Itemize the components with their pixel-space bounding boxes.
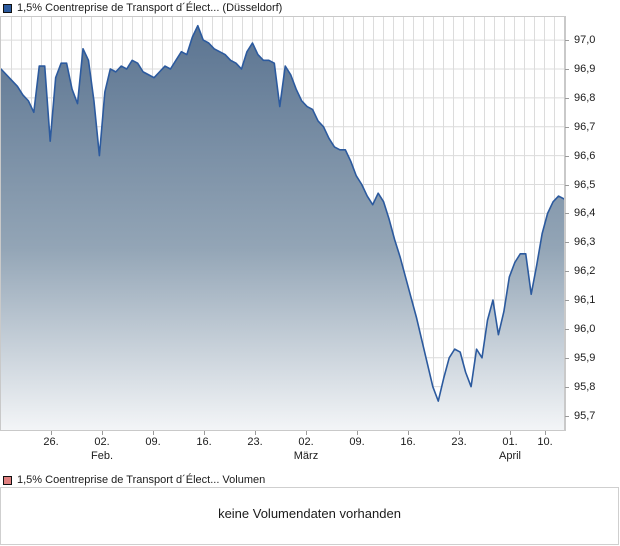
y-axis-tick xyxy=(565,155,569,157)
x-axis-month-label: März xyxy=(293,450,319,462)
price-series-color-swatch-icon xyxy=(3,3,12,13)
y-axis-tick xyxy=(565,97,569,99)
volume-series-color-swatch-icon xyxy=(3,475,12,485)
x-axis-month-label: April xyxy=(498,450,522,462)
y-axis-label: 96,7 xyxy=(574,120,596,133)
x-axis-tick xyxy=(51,431,52,435)
y-axis-tick xyxy=(565,126,569,128)
x-axis-label: 10. xyxy=(537,436,553,448)
volume-empty-message: keine Volumendaten vorhanden xyxy=(218,505,401,521)
y-axis: 97,0 96,9 96,8 96,7 96,6 96,5 96,4 96,3 96,2 96,1… xyxy=(565,16,620,431)
y-axis-label: 96,9 xyxy=(574,62,596,75)
y-axis-tick xyxy=(565,328,569,330)
x-axis-label: 02. xyxy=(94,436,110,448)
y-axis-label: 96,3 xyxy=(574,236,596,249)
y-axis-label: 96,8 xyxy=(574,91,596,104)
y-axis-tick xyxy=(565,386,569,388)
y-axis-label: 96,0 xyxy=(574,322,596,335)
x-axis-label: 09. xyxy=(145,436,161,448)
x-axis-label: 26. xyxy=(43,436,59,448)
y-axis-tick xyxy=(565,40,569,42)
x-axis-label: 09. xyxy=(349,436,365,448)
y-axis-tick xyxy=(565,271,569,273)
y-axis-label: 95,8 xyxy=(574,380,596,393)
x-axis-label: 23. xyxy=(247,436,263,448)
y-axis-tick xyxy=(565,242,569,244)
y-axis-label: 96,1 xyxy=(574,294,596,307)
legend-price[interactable]: 1,5% Coentreprise de Transport d´Élect..… xyxy=(0,1,282,15)
y-axis-tick xyxy=(565,300,569,302)
volume-chart-panel[interactable]: keine Volumendaten vorhanden xyxy=(0,487,619,545)
y-axis-label: 96,5 xyxy=(574,178,596,191)
legend-volume[interactable]: 1,5% Coentreprise de Transport d´Élect..… xyxy=(0,473,265,487)
y-axis-label: 96,6 xyxy=(574,149,596,162)
y-axis-tick xyxy=(565,415,569,417)
x-axis-tick xyxy=(255,431,256,435)
price-area-plot xyxy=(1,17,564,430)
x-axis-tick xyxy=(204,431,205,435)
x-axis: 26. 02. Feb. 09. 16. 23. 02. März 09. 16. 23. 01. Ap… xyxy=(0,431,565,465)
y-axis-tick xyxy=(565,184,569,186)
y-axis-tick xyxy=(565,68,569,70)
x-axis-label: 02. xyxy=(298,436,314,448)
price-chart-panel[interactable]: 97,0 96,9 96,8 96,7 96,6 96,5 96,4 96,3 96,2 96,1… xyxy=(0,16,619,431)
y-axis-line xyxy=(565,16,566,431)
x-axis-tick xyxy=(357,431,358,435)
y-axis-label: 95,9 xyxy=(574,351,596,364)
y-axis-label: 96,4 xyxy=(574,207,596,220)
y-axis-label: 96,2 xyxy=(574,265,596,278)
x-axis-label: 01. xyxy=(502,436,518,448)
price-line xyxy=(1,24,564,402)
price-plot-area[interactable] xyxy=(0,16,565,431)
x-axis-tick xyxy=(545,431,546,435)
x-axis-tick xyxy=(459,431,460,435)
y-axis-label: 95,7 xyxy=(574,409,596,422)
x-axis-tick xyxy=(408,431,409,435)
y-axis-tick xyxy=(565,213,569,215)
x-axis-tick xyxy=(510,431,511,435)
x-axis-label: 23. xyxy=(451,436,467,448)
legend-volume-label: 1,5% Coentreprise de Transport d´Élect..… xyxy=(17,474,266,486)
x-axis-tick xyxy=(102,431,103,435)
y-axis-tick xyxy=(565,357,569,359)
x-axis-month-label: Feb. xyxy=(90,450,114,462)
x-axis-label: 16. xyxy=(400,436,416,448)
legend-price-label: 1,5% Coentreprise de Transport d´Élect..… xyxy=(17,2,283,14)
price-area-fill xyxy=(1,25,564,430)
x-axis-tick xyxy=(306,431,307,435)
x-axis-label: 16. xyxy=(196,436,212,448)
x-axis-tick xyxy=(153,431,154,435)
y-axis-label: 97,0 xyxy=(574,34,596,47)
